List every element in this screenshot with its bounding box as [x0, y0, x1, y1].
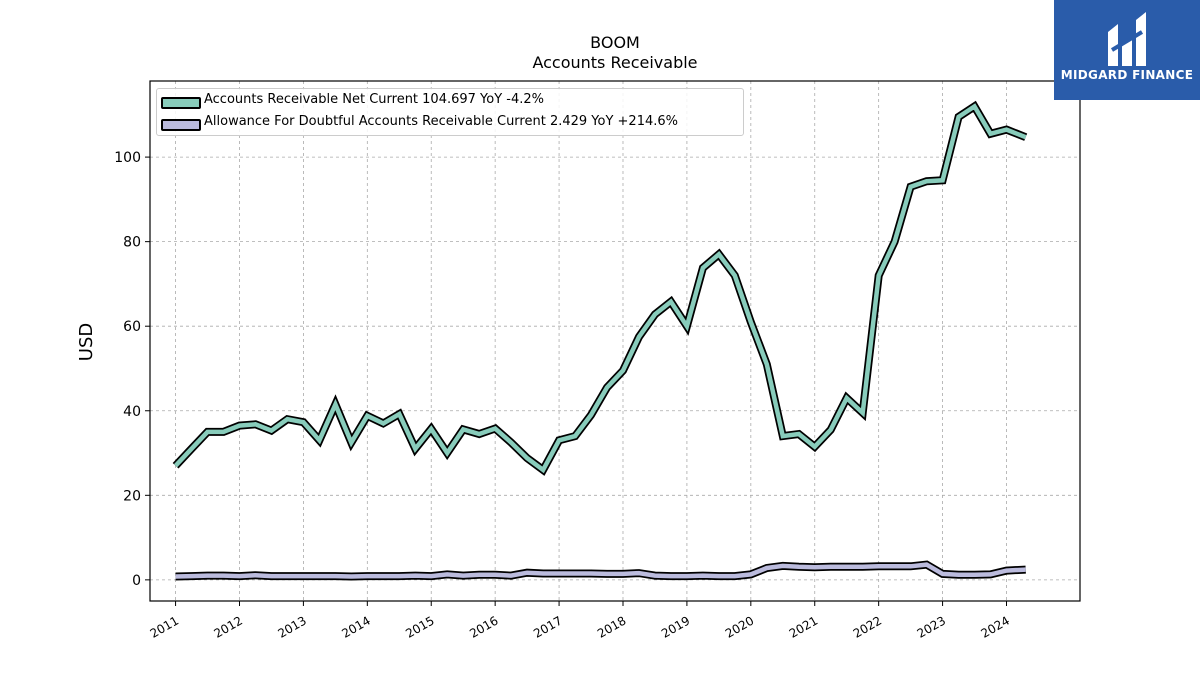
y-tick-label: 60 — [123, 319, 141, 335]
y-tick-label: 80 — [123, 235, 141, 251]
x-tick-label: 2015 — [403, 613, 436, 640]
x-tick-label: 2021 — [787, 613, 820, 640]
x-axis-ticks: 2011 2012 2013 2014 2015 2016 2017 2018 2019 2020… — [148, 601, 1012, 641]
axes-frame — [149, 80, 1081, 602]
x-tick-label: 2014 — [339, 613, 372, 640]
x-tick-label: 2012 — [212, 613, 245, 640]
x-tick-label: 2013 — [275, 613, 308, 640]
y-tick-label: 100 — [114, 150, 141, 166]
x-tick-label: 2022 — [851, 613, 884, 640]
y-tick-label: 20 — [123, 488, 141, 504]
midgard-logo-icon — [1108, 12, 1146, 66]
midgard-finance-logo: MIDGARD FINANCE — [1054, 0, 1200, 100]
legend-swatch-receivable — [161, 97, 201, 109]
grid-lines — [150, 81, 1080, 601]
chart-subtitle: Accounts Receivable — [532, 53, 698, 72]
x-tick-label: 2019 — [659, 613, 692, 640]
legend-label-receivable: Accounts Receivable Net Current 104.697 … — [204, 92, 545, 107]
y-tick-label: 0 — [132, 573, 141, 589]
y-axis-label: USD — [76, 323, 97, 361]
series-layer — [172, 100, 1028, 581]
chart-legend: Accounts Receivable Net Current 104.697 … — [156, 88, 744, 136]
legend-swatch-allowance — [161, 119, 201, 131]
x-tick-label: 2023 — [915, 613, 948, 640]
y-tick-label: 40 — [123, 404, 141, 420]
chart-title: BOOM — [590, 33, 640, 52]
x-tick-label: 2020 — [723, 613, 756, 640]
series-line-0 — [173, 103, 1027, 474]
series-line-1 — [175, 562, 1026, 579]
y-axis-ticks: 0 20 40 60 80 100 — [114, 150, 150, 589]
series-0 — [172, 100, 1028, 476]
x-tick-label: 2024 — [979, 613, 1012, 640]
series-1 — [175, 560, 1026, 581]
legend-label-allowance: Allowance For Doubtful Accounts Receivab… — [204, 114, 679, 129]
x-tick-label: 2017 — [531, 613, 564, 640]
x-tick-label: 2018 — [595, 613, 628, 640]
logo-brand-text: MIDGARD FINANCE — [1060, 68, 1194, 82]
x-tick-label: 2011 — [148, 613, 181, 640]
x-tick-label: 2016 — [467, 613, 500, 640]
